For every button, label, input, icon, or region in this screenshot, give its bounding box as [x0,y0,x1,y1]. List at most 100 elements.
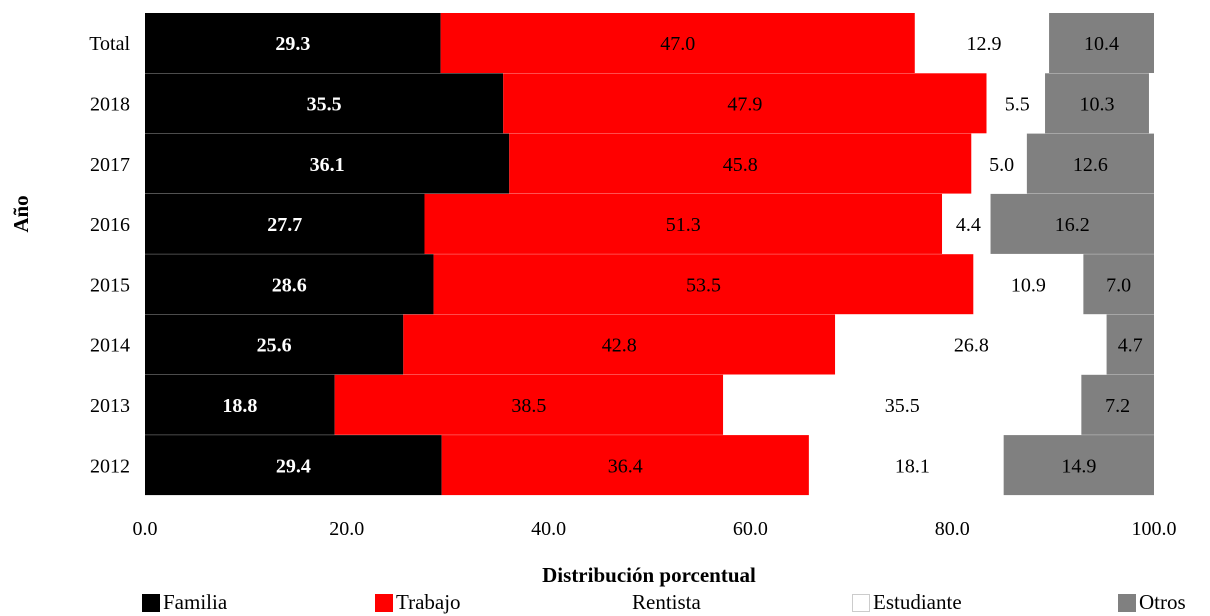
bar-familia-2012 [145,435,442,496]
data-label-estudiante-2015: 10.9 [1011,274,1046,296]
x-tick-100-0: 100.0 [1132,518,1177,540]
bar-rentista-2018 [986,73,990,134]
bar-rentista-2014 [835,314,837,375]
legend: Familia Trabajo Rentista Estudiante Otro… [0,588,1210,616]
bar-estudiante-2018 [989,73,1046,134]
bar-otros-2013 [1081,374,1154,435]
data-label-otros-2018: 10.3 [1079,93,1114,115]
bar-familia-total [145,13,441,73]
bar-otros-2015 [1083,254,1154,315]
bar-familia-2013 [145,374,335,435]
data-label-otros-2017: 12.6 [1073,154,1108,176]
data-label-otros-2013: 7.2 [1105,395,1130,417]
y-tick-2013: 2013 [90,395,130,417]
data-label-trabajo-2018: 47.9 [727,93,762,115]
legend-item-trabajo: Trabajo [375,590,461,615]
data-label-familia-2018: 35.5 [307,93,342,115]
y-tick-labels: Total 2018 2017 2016 2015 2014 2013 2012 [89,33,130,477]
legend-item-familia: Familia [142,590,227,615]
bar-estudiante-2016 [946,193,991,254]
x-tick-labels: 0.0 20.0 40.0 60.0 80.0 100.0 [133,518,1177,540]
bar-trabajo-2017 [509,133,972,194]
bar-trabajo-2012 [441,435,809,496]
data-label-trabajo-2017: 45.8 [723,154,758,176]
y-axis-title: Año [9,195,33,232]
bar-otros-2014 [1106,314,1154,375]
bar-familia-2017 [145,133,510,194]
bars-group [145,13,1154,496]
x-tick-20-0: 20.0 [329,518,364,540]
bar-trabajo-total [440,13,915,73]
bar-trabajo-2014 [403,314,836,375]
bar-trabajo-2018 [503,73,987,134]
x-tick-80-0: 80.0 [935,518,970,540]
data-label-estudiante-2014: 26.8 [954,335,989,357]
legend-label-estudiante: Estudiante [873,590,962,614]
legend-label-trabajo: Trabajo [396,590,461,614]
y-tick-2015: 2015 [90,274,130,296]
data-label-trabajo-total: 47.0 [660,33,695,55]
bar-familia-2016 [145,193,425,254]
data-label-estudiante-2016: 4.4 [956,214,981,236]
data-label-familia-2013: 18.8 [222,395,257,417]
data-label-trabajo-2015: 53.5 [686,274,721,296]
bar-trabajo-2013 [334,374,724,435]
x-tick-0-0: 0.0 [133,518,158,540]
data-label-familia-2017: 36.1 [310,154,345,176]
data-label-otros-2014: 4.7 [1118,335,1143,357]
bar-otros-2012 [1003,435,1154,496]
y-tick-total: Total [89,33,130,55]
data-labels-group: 29.3 47.0 12.9 10.4 35.5 47.9 5.5 10.3 36.1 45.8 5… [222,33,1142,477]
data-label-otros-2015: 7.0 [1106,274,1131,296]
bar-familia-2018 [145,73,504,134]
legend-label-rentista: Rentista [632,590,701,614]
x-tick-60-0: 60.0 [733,518,768,540]
bar-estudiante-2013 [723,374,1082,435]
legend-swatch-rentista [611,593,629,612]
legend-swatch-familia [142,593,160,612]
data-label-trabajo-2013: 38.5 [511,395,546,417]
bar-otros-total [1049,13,1154,73]
legend-label-familia: Familia [163,590,228,614]
data-label-otros-2016: 16.2 [1055,214,1090,236]
data-label-trabajo-2014: 42.8 [602,335,637,357]
bar-estudiante-2017 [976,133,1027,194]
data-label-estudiante-total: 12.9 [966,33,1001,55]
bar-estudiante-2012 [821,435,1004,496]
legend-item-rentista: Rentista [611,590,701,615]
legend-label-otros: Otros [1139,590,1186,614]
bar-estudiante-2015 [973,254,1084,315]
data-label-familia-total: 29.3 [275,33,310,55]
bar-otros-2016 [990,193,1154,254]
bar-familia-2015 [145,254,434,315]
y-tick-2018: 2018 [90,93,130,115]
data-label-trabajo-2016: 51.3 [666,214,701,236]
data-label-estudiante-2017: 5.0 [989,154,1014,176]
data-label-estudiante-2012: 18.1 [895,455,930,477]
data-label-familia-2015: 28.6 [272,274,307,296]
legend-swatch-otros [1118,593,1136,612]
y-tick-2016: 2016 [90,214,130,236]
bar-rentista-2017 [971,133,977,194]
legend-item-estudiante: Estudiante [852,590,962,615]
legend-item-otros: Otros [1118,590,1186,615]
bar-trabajo-2015 [433,254,974,315]
data-label-estudiante-2013: 35.5 [885,395,920,417]
data-label-familia-2016: 27.7 [267,214,302,236]
bar-estudiante-total [918,13,1050,73]
data-label-familia-2014: 25.6 [257,335,292,357]
legend-swatch-trabajo [375,593,393,612]
data-label-otros-total: 10.4 [1084,33,1119,55]
bar-otros-2017 [1026,133,1154,194]
stacked-bar-chart: 29.3 47.0 12.9 10.4 35.5 47.9 5.5 10.3 36.1 45.8 5… [9,13,1177,587]
bar-trabajo-2016 [424,193,943,254]
legend-swatch-estudiante [852,593,870,612]
y-tick-2012: 2012 [90,455,130,477]
x-tick-40-0: 40.0 [531,518,566,540]
data-label-trabajo-2012: 36.4 [608,455,643,477]
bar-rentista-2016 [942,193,947,254]
bar-rentista-2012 [808,435,822,496]
data-label-familia-2012: 29.4 [276,455,311,477]
x-axis-title: Distribución porcentual [542,563,756,587]
y-tick-2017: 2017 [90,154,130,176]
